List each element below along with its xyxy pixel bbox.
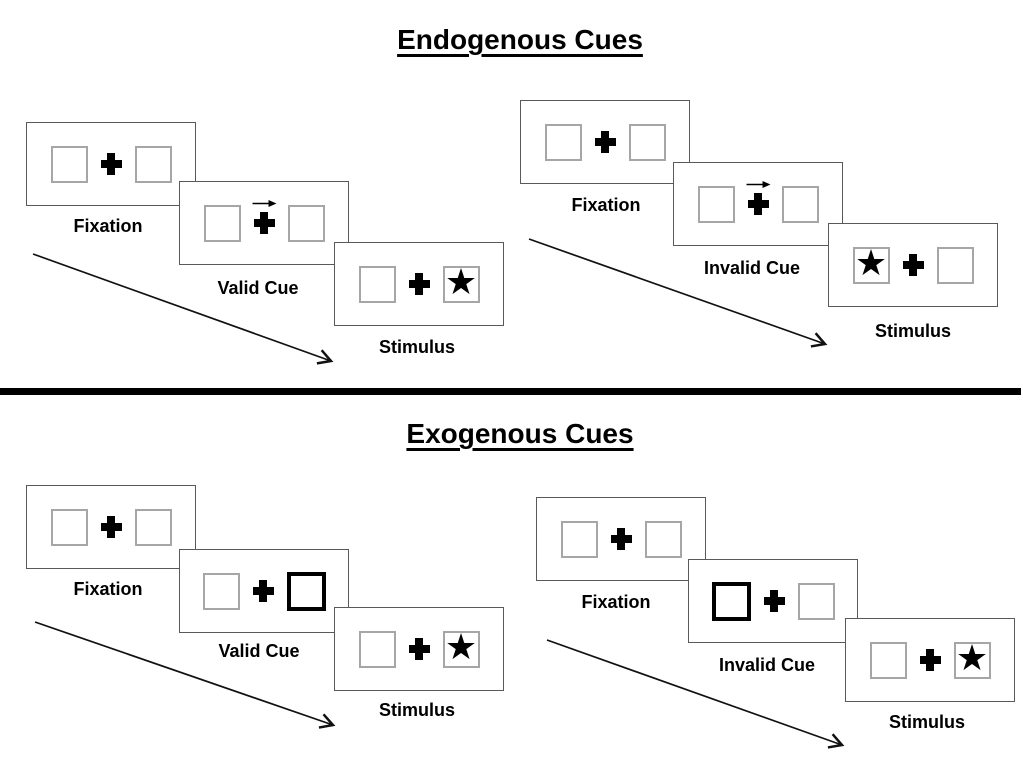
fixation-cross-icon: [252, 580, 274, 602]
right-box: [644, 520, 682, 558]
right-box: [287, 204, 325, 242]
exogenous-invalid-cue-panel: [688, 559, 858, 643]
endogenous-valid-cue-panel: [179, 181, 349, 265]
fixation-cross-icon: [610, 528, 632, 550]
panel-label: Stimulus: [874, 321, 951, 341]
left-box-cued: [711, 581, 751, 621]
exogenous-invalid-fixation-panel: [536, 497, 706, 581]
panel-label: Stimulus: [888, 712, 965, 732]
star-icon: ★: [444, 262, 478, 303]
panel-label: Fixation: [73, 216, 143, 236]
fixation-cross-icon: [100, 516, 122, 538]
endogenous-valid-stimulus-panel: ★: [334, 242, 504, 326]
right-arrow-icon: [746, 181, 771, 188]
right-arrow-icon: [252, 200, 277, 207]
fixation-cross-icon: [252, 200, 277, 234]
right-box: [797, 582, 835, 620]
fixation-cross-icon: [594, 131, 616, 153]
timeline-arrow-icon: [34, 621, 336, 729]
star-icon: ★: [854, 243, 888, 284]
fixation-cross-icon: [100, 153, 122, 175]
panel-label: Fixation: [73, 579, 143, 599]
timeline-arrow-icon: [546, 639, 845, 749]
exogenous-valid-stimulus-panel: ★: [334, 607, 504, 691]
endogenous-invalid-fixation-panel: [520, 100, 690, 184]
fixation-cross-icon: [746, 181, 771, 215]
right-box: ★: [442, 262, 480, 303]
fixation-cross-icon: [902, 254, 924, 276]
right-box: [134, 145, 172, 183]
right-box: ★: [442, 627, 480, 668]
left-box: [358, 265, 396, 303]
panel-label: Invalid Cue: [703, 258, 801, 278]
endogenous-invalid-stimulus-panel: ★: [828, 223, 998, 307]
fixation-cross-icon: [408, 273, 430, 295]
timeline-arrow-icon: [528, 238, 828, 348]
right-box: ★: [953, 638, 991, 679]
left-box: [697, 185, 735, 223]
right-box: [936, 246, 974, 284]
left-box: [358, 630, 396, 668]
left-box: ★: [852, 243, 890, 284]
exogenous-invalid-stimulus-panel: ★: [845, 618, 1015, 702]
panel-label: Fixation: [581, 592, 651, 612]
panel-label: Valid Cue: [217, 278, 299, 298]
right-box: [134, 508, 172, 546]
left-box: [560, 520, 598, 558]
left-box: [50, 145, 88, 183]
panel-label: Valid Cue: [218, 641, 300, 661]
panel-label: Stimulus: [378, 700, 455, 720]
panel-label: Fixation: [571, 195, 641, 215]
right-box-cued: [286, 571, 326, 611]
section-title-endogenous: Endogenous Cues: [397, 24, 643, 55]
endogenous-invalid-cue-panel: [673, 162, 843, 246]
exogenous-valid-cue-panel: [179, 549, 349, 633]
left-box: [203, 204, 241, 242]
left-box: [544, 123, 582, 161]
section-divider: [0, 388, 1021, 395]
panel-label: Invalid Cue: [718, 655, 816, 675]
fixation-cross-icon: [408, 638, 430, 660]
left-box: [869, 641, 907, 679]
right-box: [628, 123, 666, 161]
exogenous-valid-fixation-panel: [26, 485, 196, 569]
section-title-exogenous: Exogenous Cues: [406, 418, 634, 449]
right-box: [781, 185, 819, 223]
fixation-cross-icon: [919, 649, 941, 671]
timeline-arrow-icon: [32, 253, 334, 365]
star-icon: ★: [955, 638, 989, 679]
left-box: [202, 572, 240, 610]
star-icon: ★: [444, 627, 478, 668]
panel-label: Stimulus: [378, 337, 455, 357]
endogenous-valid-fixation-panel: [26, 122, 196, 206]
left-box: [50, 508, 88, 546]
fixation-cross-icon: [763, 590, 785, 612]
